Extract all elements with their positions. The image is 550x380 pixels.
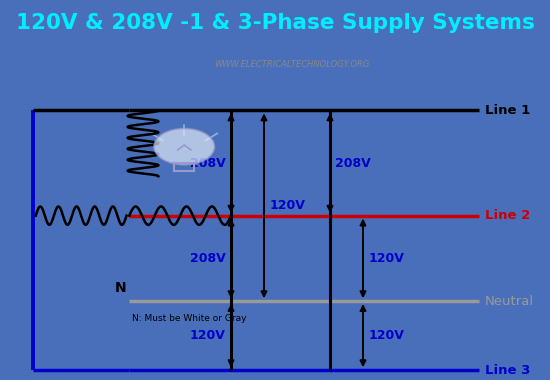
Text: 120V: 120V	[368, 252, 404, 265]
Text: 120V: 120V	[368, 329, 404, 342]
Circle shape	[154, 128, 215, 165]
Text: Line 1: Line 1	[485, 104, 530, 117]
Text: N: N	[115, 281, 126, 295]
Text: 120V: 120V	[270, 199, 305, 212]
Text: 208V: 208V	[336, 157, 371, 169]
Text: N: Must be White or Gray: N: Must be White or Gray	[132, 314, 246, 323]
Text: Line 3: Line 3	[485, 364, 530, 377]
Text: 120V & 208V -1 & 3-Phase Supply Systems: 120V & 208V -1 & 3-Phase Supply Systems	[15, 13, 535, 33]
Text: WWW.ELECTRICALTECHNOLOGY.ORG: WWW.ELECTRICALTECHNOLOGY.ORG	[214, 60, 369, 68]
Text: 208V: 208V	[190, 157, 225, 169]
Text: 208V: 208V	[190, 252, 225, 265]
Text: Neutral: Neutral	[485, 294, 534, 308]
Text: Line 2: Line 2	[485, 209, 530, 222]
Text: 120V: 120V	[190, 329, 225, 342]
